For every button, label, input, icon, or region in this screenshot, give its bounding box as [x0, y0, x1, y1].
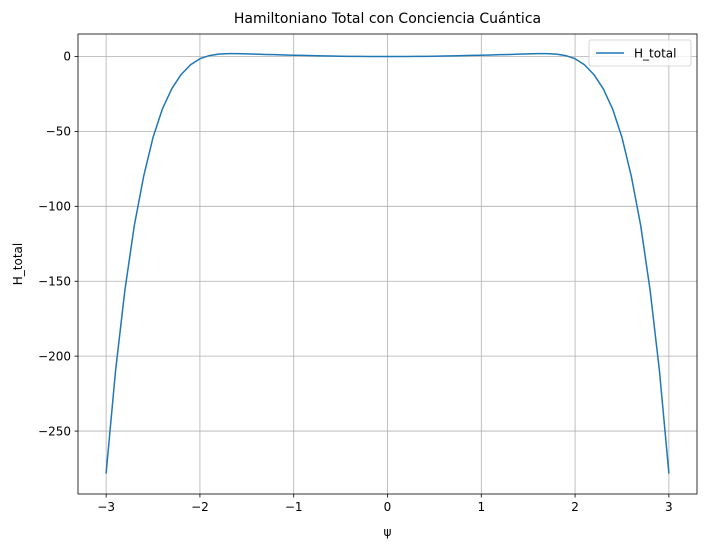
plot-lines: [105, 52, 670, 474]
y-tick-label: −50: [46, 125, 71, 139]
axis-ticks: −3 −2 −1 0 1 2 3 0 −50 −100 −150 −200 −250: [38, 50, 673, 514]
x-tick-label: 0: [384, 500, 392, 514]
x-tick-label: 1: [477, 500, 485, 514]
y-axis-label: H_total: [11, 243, 25, 285]
x-tick-label: −3: [97, 500, 115, 514]
grid-lines: [78, 34, 697, 494]
y-tick-label: −200: [38, 349, 71, 363]
x-tick-label: 3: [665, 500, 673, 514]
x-tick-label: −2: [191, 500, 209, 514]
legend-box: [588, 39, 692, 67]
legend-label-h-total: H_total: [634, 47, 676, 61]
x-tick-label: 2: [571, 500, 579, 514]
y-tick-label: −100: [38, 200, 71, 214]
y-tick-label: −150: [38, 274, 71, 288]
series-line-h-total: [105, 52, 670, 474]
y-tick-label: −250: [38, 424, 71, 438]
x-axis-label: ψ: [384, 525, 392, 539]
legend: H_total: [588, 39, 692, 67]
x-tick-label: −1: [285, 500, 303, 514]
y-tick-label: 0: [63, 50, 71, 64]
chart-title: Hamiltoniano Total con Conciencia Cuánti…: [234, 11, 541, 27]
